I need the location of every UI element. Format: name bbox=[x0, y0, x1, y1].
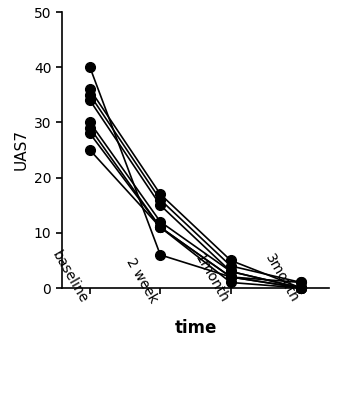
Y-axis label: UAS7: UAS7 bbox=[13, 130, 28, 170]
X-axis label: time: time bbox=[174, 319, 217, 337]
